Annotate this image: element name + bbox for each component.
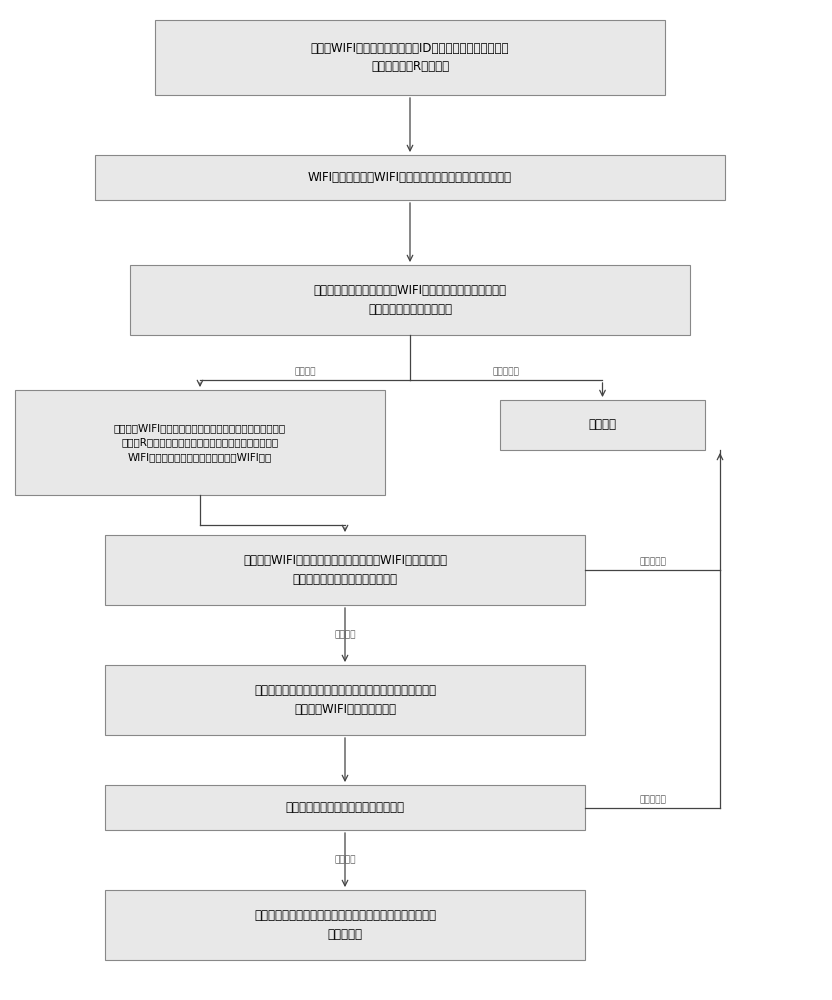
- Text: 验签通过: 验签通过: [295, 367, 316, 376]
- Text: 后台收到信息后，对签名信息进行验签: 后台收到信息后，对签名信息进行验签: [285, 801, 404, 814]
- FancyBboxPatch shape: [15, 390, 385, 495]
- Text: 后台利用WIFI接入点的唯一标识，映射出私钥，用此私钥对
随机数R进行数字签名（即反馈签名），将此签名信息和
WIFI接入点的唯一标识发给车载迷你WIFI模块: 后台利用WIFI接入点的唯一标识，映射出私钥，用此私钥对 随机数R进行数字签名（…: [114, 423, 286, 462]
- Text: 用该公钥对车辆信息进行加密，同时用自己私钥生成数字签
名，通过WIFI接入点传至后台: 用该公钥对车辆信息进行加密，同时用自己私钥生成数字签 名，通过WIFI接入点传至…: [254, 684, 436, 716]
- Text: 验签通过后用私钥进行解密，得到账户及车辆信息，开始计
时和计费。: 验签通过后用私钥进行解密，得到账户及车辆信息，开始计 时和计费。: [254, 909, 436, 941]
- Text: 验签通过: 验签通过: [334, 631, 356, 640]
- Text: 流程结束: 流程结束: [588, 418, 617, 432]
- FancyBboxPatch shape: [500, 400, 705, 450]
- FancyBboxPatch shape: [95, 155, 725, 200]
- FancyBboxPatch shape: [105, 665, 585, 735]
- FancyBboxPatch shape: [105, 785, 585, 830]
- Text: 验签通过: 验签通过: [334, 856, 356, 864]
- Text: 后台接收到信息后，用迷你WIFI模块的编号映射出公钥，用
公钥对此签名信息进行验签: 后台接收到信息后，用迷你WIFI模块的编号映射出公钥，用 公钥对此签名信息进行验…: [314, 284, 507, 316]
- FancyBboxPatch shape: [105, 535, 585, 605]
- Text: WIFI接入点将迷你WIFI模块编号和数字签名信息传送至后台: WIFI接入点将迷你WIFI模块编号和数字签名信息传送至后台: [308, 171, 512, 184]
- FancyBboxPatch shape: [130, 265, 690, 335]
- Text: 验签不通过: 验签不通过: [639, 558, 666, 566]
- FancyBboxPatch shape: [105, 890, 585, 960]
- Text: 验签不通过: 验签不通过: [493, 367, 520, 376]
- Text: 车载迷你WIFI模块收到签名信息后，利用WIFI接入点的唯一
标识映射出公钥，用公钥进行验签: 车载迷你WIFI模块收到签名信息后，利用WIFI接入点的唯一 标识映射出公钥，用…: [243, 554, 447, 586]
- FancyBboxPatch shape: [155, 20, 665, 95]
- Text: 用车载WIFI模块的编号作为标识ID，计算出对应私钥，用该
私钥对随机数R进行签名: 用车载WIFI模块的编号作为标识ID，计算出对应私钥，用该 私钥对随机数R进行签…: [310, 41, 509, 74]
- Text: 验签不通过: 验签不通过: [639, 795, 666, 804]
